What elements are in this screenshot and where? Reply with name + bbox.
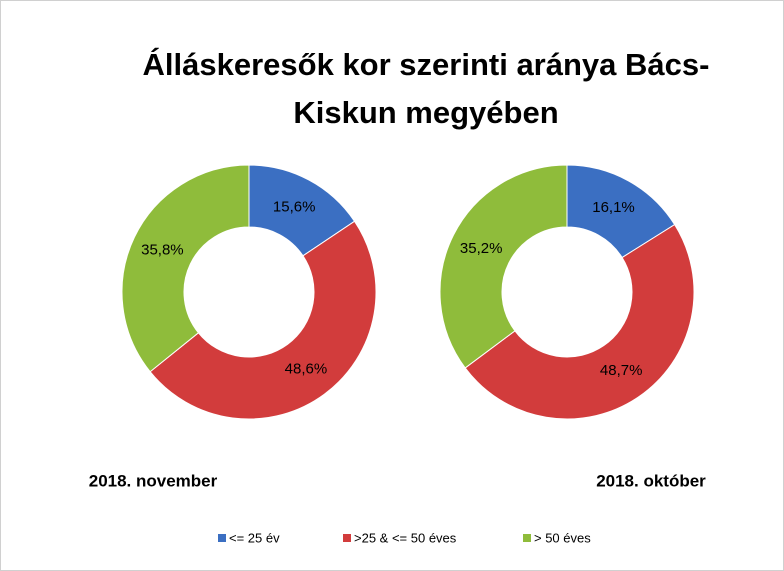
donut-segment <box>464 223 695 420</box>
legend-label: >25 & <= 50 éves <box>354 530 457 545</box>
legend-swatch <box>343 534 351 542</box>
data-label: 16,1% <box>592 199 635 216</box>
legend-label: > 50 éves <box>534 530 591 545</box>
data-label: 15,6% <box>273 198 316 215</box>
donut-segment <box>149 220 377 420</box>
legend-label: <= 25 év <box>229 530 280 545</box>
donut-segment <box>439 164 568 369</box>
data-label: 48,6% <box>285 360 328 377</box>
data-label: 48,7% <box>600 362 643 379</box>
data-label: 35,2% <box>460 240 503 257</box>
data-label: 35,8% <box>141 242 184 259</box>
donut-segment <box>121 164 250 373</box>
chart-title: Álláskeresők kor szerinti aránya Bács-Ki… <box>142 47 710 130</box>
legend-swatch <box>218 534 226 542</box>
legend-swatch <box>523 534 531 542</box>
chart-subtitle: 2018. november <box>89 471 218 490</box>
chart-subtitle: 2018. október <box>596 471 706 490</box>
